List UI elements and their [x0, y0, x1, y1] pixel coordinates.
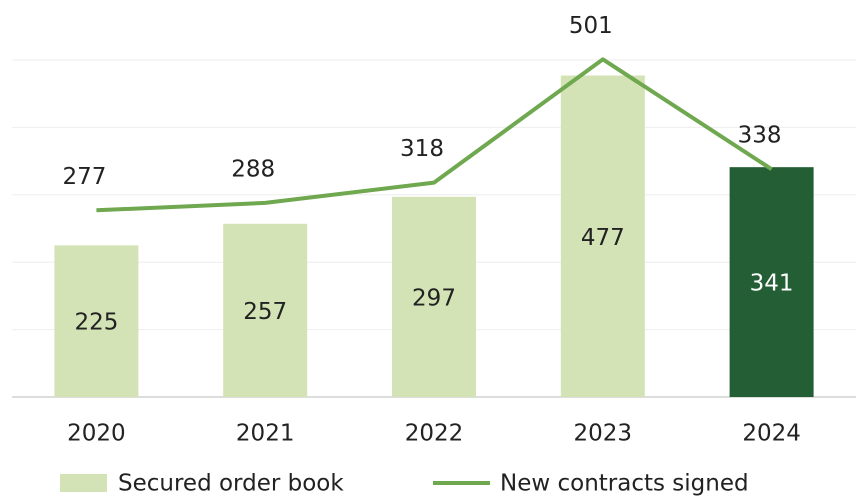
legend-label: Secured order book — [118, 471, 344, 497]
line-value-label: 318 — [400, 136, 444, 162]
bar — [392, 196, 476, 397]
bar-value-label: 297 — [412, 285, 456, 311]
x-tick-label: 2023 — [574, 421, 633, 447]
x-tick-label: 2022 — [405, 421, 464, 447]
bar — [560, 75, 645, 397]
line-value-label: 277 — [62, 164, 106, 190]
bar — [223, 223, 308, 397]
bar-value-label: 257 — [243, 299, 287, 325]
bar — [729, 167, 814, 397]
bar-value-label: 225 — [74, 310, 118, 336]
x-tick-label: 2020 — [67, 421, 126, 447]
line — [96, 57, 773, 213]
bar-value-label: 477 — [581, 225, 625, 251]
legend-swatch — [60, 474, 107, 492]
x-tick-label: 2024 — [742, 421, 801, 447]
legend-label: New contracts signed — [500, 471, 749, 497]
bar-value-label: 341 — [750, 271, 794, 297]
line-value-label: 288 — [231, 156, 275, 182]
line-value-label: 501 — [569, 13, 613, 39]
x-tick-label: 2021 — [236, 421, 295, 447]
bar — [54, 245, 139, 397]
line-value-label: 338 — [738, 123, 782, 149]
